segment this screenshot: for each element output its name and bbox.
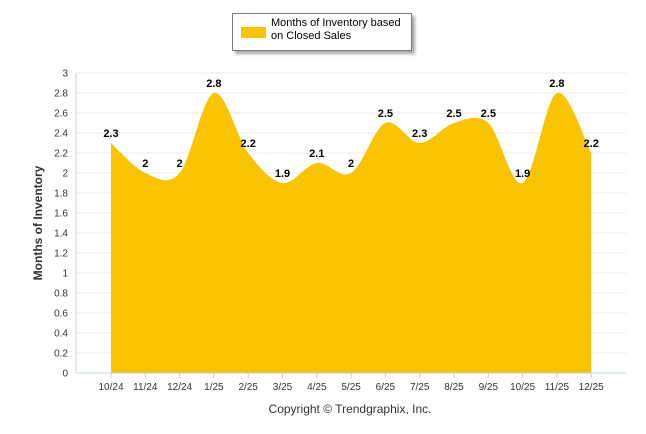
x-tick-label: 10/24 bbox=[98, 382, 123, 393]
chart-legend: Months of Inventory based on Closed Sale… bbox=[232, 13, 412, 51]
copyright-footer: Copyright © Trendgraphix, Inc. bbox=[268, 402, 432, 416]
y-tick-label: 3 bbox=[62, 69, 68, 80]
x-tick-label: 12/25 bbox=[579, 382, 604, 393]
area-series bbox=[111, 92, 592, 374]
x-tick-label: 1/25 bbox=[204, 382, 224, 393]
data-label: 2.5 bbox=[446, 108, 461, 120]
data-label: 2.5 bbox=[378, 108, 393, 120]
data-label: 2.2 bbox=[241, 138, 256, 150]
y-tick-label: 2.4 bbox=[54, 129, 68, 140]
y-tick-label: 2.6 bbox=[54, 109, 68, 120]
y-tick-label: 1.4 bbox=[54, 229, 68, 240]
data-label: 2.3 bbox=[103, 128, 118, 140]
legend-swatch bbox=[241, 27, 266, 38]
y-tick-label: 2 bbox=[62, 169, 68, 180]
data-label: 2 bbox=[177, 158, 183, 170]
x-tick-label: 8/25 bbox=[444, 382, 464, 393]
x-tick-label: 11/25 bbox=[545, 382, 570, 393]
legend-label: Months of Inventory based on Closed Sale… bbox=[271, 17, 401, 42]
data-label: 1.9 bbox=[275, 168, 290, 180]
y-tick-label: 0 bbox=[62, 369, 68, 380]
data-label: 2.1 bbox=[309, 148, 324, 160]
x-tick-label: 6/25 bbox=[376, 382, 396, 393]
data-label: 2.3 bbox=[412, 128, 427, 140]
data-label: 2.5 bbox=[481, 108, 496, 120]
y-axis-title: Months of Inventory bbox=[31, 165, 45, 280]
y-tick-label: 1.6 bbox=[54, 209, 68, 220]
data-label: 2.8 bbox=[206, 78, 221, 90]
data-label: 2 bbox=[142, 158, 148, 170]
x-tick-label: 9/25 bbox=[479, 382, 499, 393]
x-tick-label: 7/25 bbox=[410, 382, 430, 393]
data-label: 2 bbox=[348, 158, 354, 170]
y-tick-label: 1.2 bbox=[54, 249, 68, 260]
y-tick-label: 0.4 bbox=[54, 329, 68, 340]
y-tick-label: 2.8 bbox=[54, 89, 68, 100]
y-tick-label: 0.6 bbox=[54, 309, 68, 320]
x-tick-label: 5/25 bbox=[341, 382, 361, 393]
y-tick-label: 1 bbox=[62, 269, 68, 280]
data-label: 2.8 bbox=[549, 78, 564, 90]
x-tick-label: 2/25 bbox=[238, 382, 258, 393]
y-tick-label: 0.2 bbox=[54, 349, 68, 360]
x-tick-label: 11/24 bbox=[133, 382, 158, 393]
x-tick-label: 12/24 bbox=[167, 382, 192, 393]
x-tick-label: 10/25 bbox=[510, 382, 535, 393]
x-tick-label: 4/25 bbox=[307, 382, 327, 393]
x-tick-label: 3/25 bbox=[273, 382, 293, 393]
y-tick-label: 2.2 bbox=[54, 149, 68, 160]
data-labels: 2.3 2 2 2.8 2.2 1.9 2.1 2 2.5 2.3 2.5 2.5 1.9 2.8 2.2 bbox=[103, 78, 598, 180]
x-axis-ticks: 10/24 11/24 12/24 1/25 2/25 3/25 4/25 5/25 6/25 7… bbox=[98, 373, 604, 393]
y-axis-ticks: 0 0.2 0.4 0.6 0.8 1 1.2 1.4 1.6 1.8 2 2.2 2.4 2.6 2.8 3 bbox=[54, 69, 68, 380]
data-label: 2.2 bbox=[584, 138, 599, 150]
y-tick-label: 1.8 bbox=[54, 189, 68, 200]
area-fill bbox=[111, 92, 592, 374]
data-label: 1.9 bbox=[515, 168, 530, 180]
y-tick-label: 0.8 bbox=[54, 289, 68, 300]
